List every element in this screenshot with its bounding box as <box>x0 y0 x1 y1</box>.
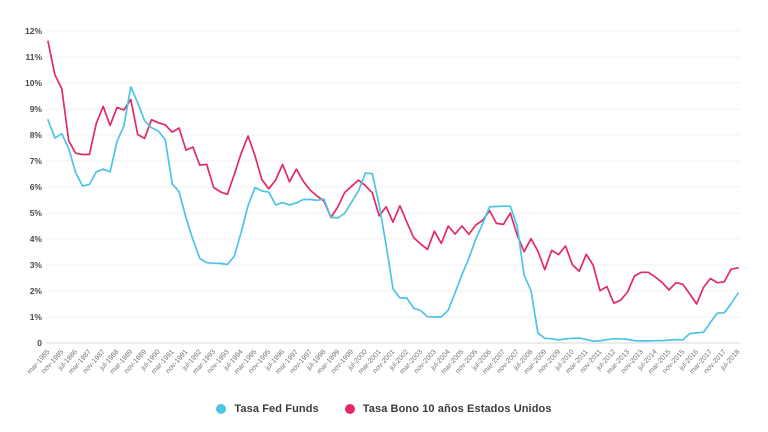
y-axis-tick-label: 3% <box>30 260 43 270</box>
legend-label-fed-funds: Tasa Fed Funds <box>234 403 319 415</box>
y-axis-tick-label: 11% <box>25 52 42 62</box>
y-axis-tick-label: 4% <box>30 234 43 244</box>
y-axis-tick-label: 6% <box>30 182 43 192</box>
bono-10y-dot-icon <box>344 404 355 414</box>
y-axis-tick-label: 9% <box>30 104 43 114</box>
legend-label-bono-10y: Tasa Bono 10 años Estados Unidos <box>362 403 552 415</box>
y-axis-tick-label: 12% <box>25 26 42 36</box>
y-axis-tick-label: 10% <box>25 78 42 88</box>
y-axis-tick-label: 7% <box>30 156 43 166</box>
line-chart-plot: 01%2%3%4%5%6%7%8%9%10%11%12%mar-1985nov-… <box>25 26 742 376</box>
fed-funds-dot-icon <box>216 404 227 414</box>
chart-legend: Tasa Fed Funds Tasa Bono 10 años Estados… <box>0 398 768 420</box>
y-axis-tick-label: 8% <box>30 130 43 140</box>
y-axis-tick-label: 1% <box>30 312 43 322</box>
series-line-fed-funds <box>47 86 739 343</box>
y-axis-tick-label: 0 <box>37 338 42 348</box>
y-axis-tick-label: 2% <box>30 286 43 296</box>
legend-item-bono-10y[interactable]: Tasa Bono 10 años Estados Unidos <box>344 403 552 415</box>
series-line-bono-10y <box>47 40 739 305</box>
y-axis-tick-label: 5% <box>30 208 43 218</box>
legend-item-fed-funds[interactable]: Tasa Fed Funds <box>216 403 319 415</box>
